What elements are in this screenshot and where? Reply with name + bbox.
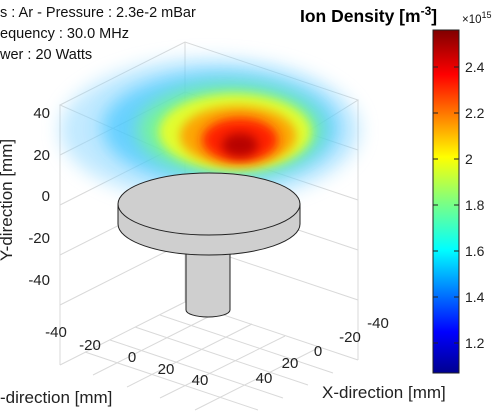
y-axis-ticks: 40 20 0 -20 -40 [28, 105, 50, 289]
x-tick: -20 [79, 337, 101, 354]
info-line-frequency: equency : 30.0 MHz [0, 26, 129, 42]
depth-tick: -20 [339, 329, 361, 346]
colorbar-tick: 2.2 [465, 105, 485, 121]
colorbar-title-end: ] [431, 5, 438, 26]
depth-tick: 40 [256, 370, 273, 387]
x-tick: 40 [192, 372, 209, 389]
colorbar-multiplier-base: ×10 [462, 13, 482, 26]
x-tick: 20 [158, 361, 175, 378]
colorbar-tick: 1.6 [465, 243, 485, 259]
colorbar-tick: 1.4 [465, 289, 485, 305]
depth-axis-label: X-direction [mm] [322, 383, 446, 402]
y-axis-label: Y-direction [mm] [0, 139, 16, 261]
y-tick: -20 [28, 230, 50, 247]
colorbar-tick: 2.4 [465, 59, 485, 75]
info-line-power: wer : 20 Watts [0, 47, 93, 63]
colorbar-multiplier-exponent: 15 [481, 10, 492, 20]
y-tick: 0 [42, 188, 50, 205]
y-tick: -40 [28, 272, 50, 289]
electrode-disk-top [117, 172, 301, 236]
y-tick: 20 [33, 147, 50, 164]
depth-tick: 0 [314, 343, 322, 360]
x-tick: 0 [128, 349, 136, 366]
colorbar-tick: 1.8 [465, 197, 485, 213]
depth-tick: -40 [367, 315, 389, 332]
colorbar-ticks [433, 66, 459, 344]
ion-density-cloud [60, 58, 360, 202]
colorbar-tick: 2 [465, 151, 473, 167]
info-line-gas: s : Ar - Pressure : 2.3e-2 mBar [0, 5, 196, 21]
electrode [117, 172, 301, 318]
electrode-stem [185, 244, 231, 318]
colorbar-title-text: Ion Density [m [300, 5, 421, 26]
x-axis-ticks: -40 -20 0 20 40 [45, 324, 208, 389]
depth-tick: 20 [282, 355, 299, 372]
x-tick: -40 [45, 324, 67, 341]
depth-axis-ticks: -40 -20 0 20 40 [256, 315, 389, 387]
colorbar-title-exponent: -3 [420, 4, 432, 18]
colorbar [432, 29, 460, 374]
colorbar-title: Ion Density [m-3] [300, 4, 437, 27]
colorbar-multiplier: ×1015 [462, 10, 492, 26]
colorbar-tick: 1.2 [465, 335, 485, 351]
x-axis-label: -direction [mm] [0, 388, 112, 407]
y-tick: 40 [33, 105, 50, 122]
colorbar-tick-labels: 2.4 2.2 2 1.8 1.6 1.4 1.2 [465, 59, 485, 351]
